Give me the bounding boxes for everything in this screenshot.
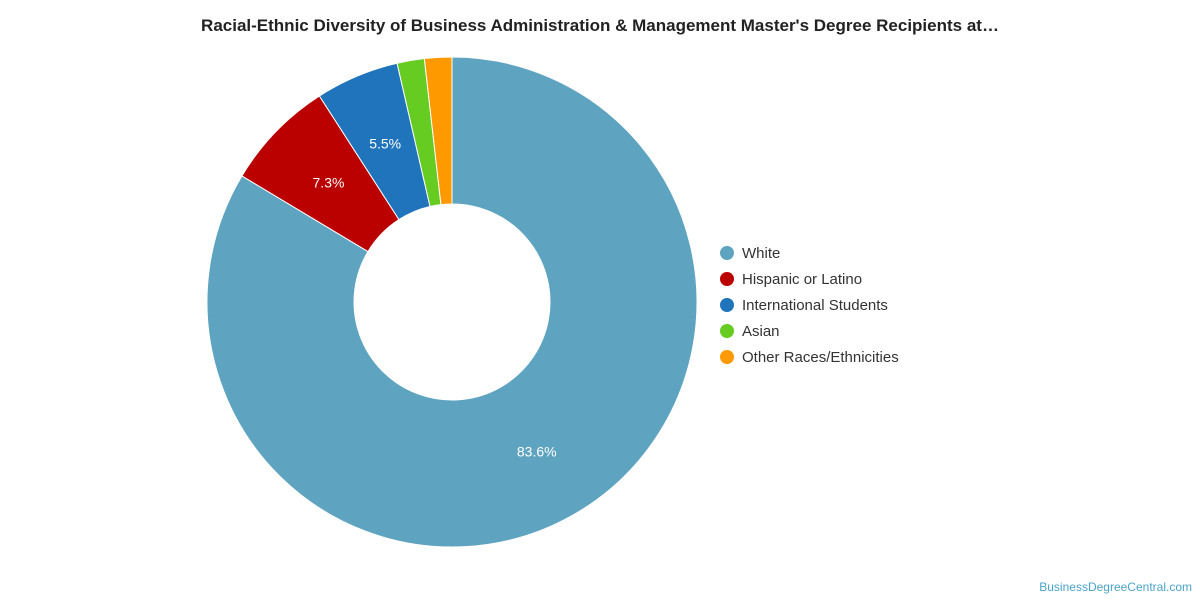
- legend-label: Other Races/Ethnicities: [742, 348, 899, 366]
- data-label-white: 83.6%: [517, 444, 557, 460]
- legend-swatch: [720, 350, 734, 364]
- data-label-hispanic-or-latino: 7.3%: [313, 174, 345, 190]
- legend-swatch: [720, 324, 734, 338]
- legend-label: International Students: [742, 296, 888, 314]
- legend-item-asian: Asian: [720, 318, 899, 344]
- slice-white: [206, 56, 698, 548]
- legend-label: Asian: [742, 322, 780, 340]
- slice-other-races-ethnicities: [423, 56, 453, 206]
- legend-label: White: [742, 244, 781, 262]
- legend-item-hispanic-or-latino: Hispanic or Latino: [720, 266, 899, 292]
- chart-legend: White Hispanic or Latino International Stu…: [720, 240, 899, 370]
- data-label-international-students: 5.5%: [369, 136, 401, 152]
- legend-label: Hispanic or Latino: [742, 270, 863, 288]
- legend-swatch: [720, 272, 734, 286]
- legend-swatch: [720, 246, 734, 260]
- legend-item-other-races-ethnicities: Other Races/Ethnicities: [720, 344, 899, 370]
- chart-title: Racial-Ethnic Diversity of Business Admi…: [201, 16, 999, 35]
- legend-swatch: [720, 298, 734, 312]
- watermark: BusinessDegreeCentral.com: [1039, 580, 1192, 594]
- legend-item-white: White: [720, 240, 899, 266]
- legend-item-international-students: International Students: [720, 292, 899, 318]
